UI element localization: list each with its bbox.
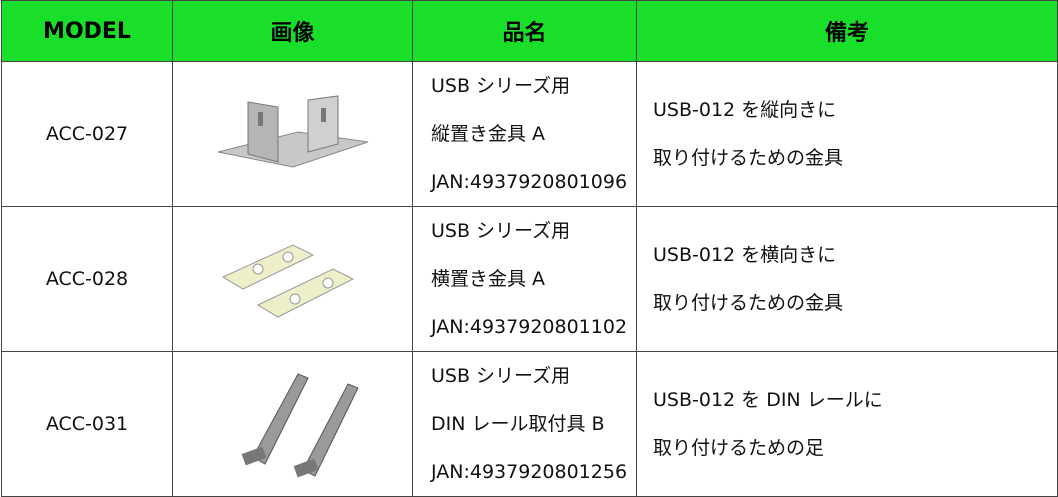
- header-row: MODEL 画像 品名 備考: [1, 0, 1058, 62]
- model: ACC-028: [1, 206, 173, 352]
- name-line: USB シリーズ用: [431, 75, 571, 97]
- name-line: JAN:4937920801102: [431, 316, 628, 338]
- name-cell: USB シリーズ用 横置き金具 A JAN:4937920801102: [412, 206, 637, 352]
- note-line: USB-012 を横向きに: [653, 244, 837, 266]
- image-cell: [172, 351, 413, 497]
- name-line: JAN:4937920801256: [431, 461, 628, 483]
- header-cell: 品名: [412, 0, 637, 62]
- name-line: JAN:4937920801096: [431, 171, 628, 193]
- header-cell: 備考: [636, 0, 1058, 62]
- note-line: 取り付けるための足: [653, 437, 825, 459]
- note-line: 取り付けるための金具: [653, 292, 844, 314]
- image-cell: [172, 61, 413, 207]
- note-line: 取り付けるための金具: [653, 147, 844, 169]
- row: ACC-031 USB シリーズ用 DIN レール取付具 B JAN:49379…: [1, 351, 1058, 497]
- model: ACC-031: [1, 351, 173, 497]
- image-cell: [172, 206, 413, 352]
- model: ACC-027: [1, 61, 173, 207]
- name-line: DIN レール取付具 B: [431, 413, 605, 435]
- name-line: USB シリーズ用: [431, 220, 571, 242]
- note-line: USB-012 を DIN レールに: [653, 389, 883, 411]
- header-cell: 画像: [172, 0, 413, 62]
- note-cell: USB-012 を DIN レールに 取り付けるための足: [636, 351, 1058, 497]
- name-line: USB シリーズ用: [431, 365, 571, 387]
- name-line: 横置き金具 A: [431, 268, 546, 290]
- note-cell: USB-012 を縦向きに 取り付けるための金具: [636, 61, 1058, 207]
- note-cell: USB-012 を横向きに 取り付けるための金具: [636, 206, 1058, 352]
- note-line: USB-012 を縦向きに: [653, 99, 837, 121]
- name-cell: USB シリーズ用 縦置き金具 A JAN:4937920801096: [412, 61, 637, 207]
- name-line: 縦置き金具 A: [431, 123, 546, 145]
- name-cell: USB シリーズ用 DIN レール取付具 B JAN:4937920801256: [412, 351, 637, 497]
- header-cell: MODEL: [1, 0, 173, 62]
- product-image: [241, 372, 359, 477]
- product-image: [221, 243, 354, 318]
- row: ACC-028 USB シリーズ用 横置き金具 A JAN:4937920801…: [1, 206, 1058, 352]
- product-image: [217, 94, 368, 168]
- row: ACC-027 USB シリーズ用 縦置き金具 A JAN:4937920801…: [1, 61, 1058, 207]
